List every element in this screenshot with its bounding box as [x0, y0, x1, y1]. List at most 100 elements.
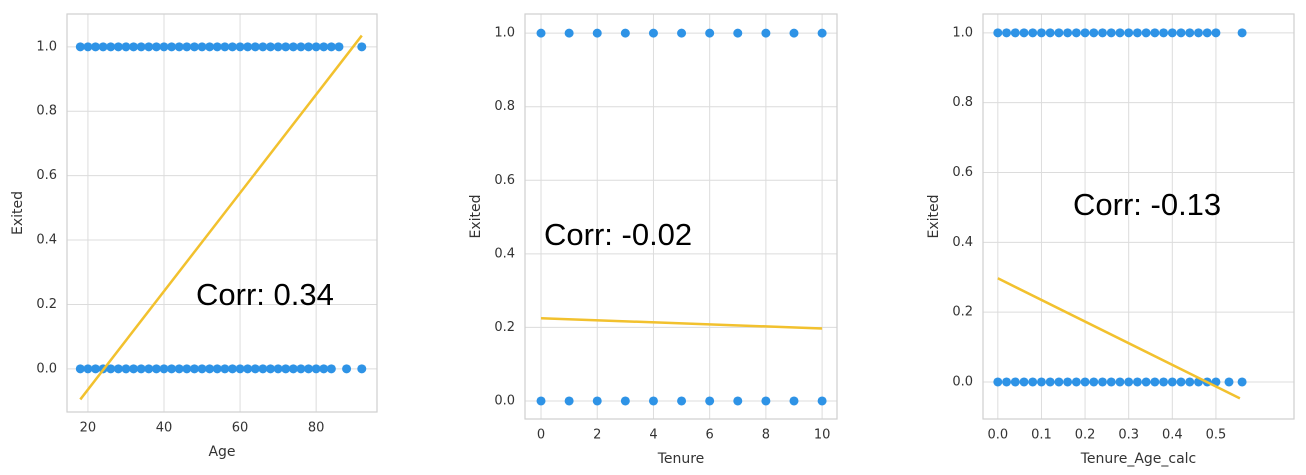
point: [1237, 28, 1247, 38]
point: [281, 42, 291, 52]
point: [1167, 28, 1177, 38]
annotation: Corr: -0.13: [1073, 187, 1221, 222]
point: [1150, 377, 1160, 387]
point: [1185, 28, 1195, 38]
y-tick-label: 0.6: [494, 173, 515, 188]
point: [733, 28, 743, 38]
point: [288, 364, 298, 374]
point: [83, 364, 93, 374]
x-tick-label: 10: [814, 428, 831, 443]
point: [733, 396, 743, 406]
point: [1124, 377, 1134, 387]
point: [258, 364, 268, 374]
point: [1150, 28, 1160, 38]
y-axis-label: Exited: [926, 194, 942, 238]
point: [174, 42, 184, 52]
point: [705, 28, 715, 38]
point: [205, 364, 215, 374]
point: [1224, 377, 1234, 387]
point: [273, 42, 283, 52]
point: [817, 28, 827, 38]
point: [1141, 28, 1151, 38]
point: [1063, 28, 1073, 38]
point: [258, 42, 268, 52]
point: [705, 396, 715, 406]
point: [91, 42, 101, 52]
point: [1159, 28, 1169, 38]
point: [106, 364, 116, 374]
point: [1098, 377, 1108, 387]
point: [129, 42, 139, 52]
point: [281, 364, 291, 374]
x-tick-label: 0.4: [1162, 428, 1183, 443]
point: [1080, 28, 1090, 38]
point: [1063, 377, 1073, 387]
point: [212, 42, 222, 52]
point: [197, 42, 207, 52]
point: [592, 396, 602, 406]
point: [1010, 28, 1020, 38]
point: [1019, 377, 1029, 387]
point: [1071, 28, 1081, 38]
point: [1132, 377, 1142, 387]
x-tick-label: 0.1: [1031, 428, 1052, 443]
point: [1115, 377, 1125, 387]
x-axis-label: Age: [208, 444, 235, 460]
y-tick-label: 0.4: [494, 246, 515, 261]
x-axis-label: Tenure_Age_calc: [1080, 451, 1197, 467]
point: [1028, 377, 1038, 387]
point: [311, 42, 321, 52]
point: [144, 42, 154, 52]
point: [159, 42, 169, 52]
point: [1080, 377, 1090, 387]
point: [243, 364, 253, 374]
y-tick-label: 0.2: [36, 297, 57, 312]
point: [564, 396, 574, 406]
point: [296, 42, 306, 52]
point: [1010, 377, 1020, 387]
plot-frame: [982, 13, 1295, 420]
point: [1132, 28, 1142, 38]
point: [648, 28, 658, 38]
point: [75, 42, 85, 52]
point: [620, 28, 630, 38]
y-tick-label: 0.8: [36, 104, 57, 119]
point: [1002, 28, 1012, 38]
y-tick-label: 1.0: [952, 25, 973, 40]
regression-line: [540, 316, 823, 330]
point: [1089, 377, 1099, 387]
y-tick-label: 1.0: [494, 26, 515, 41]
x-axis-label: Tenure: [657, 451, 705, 467]
point: [250, 364, 260, 374]
point: [536, 28, 546, 38]
point: [1237, 377, 1247, 387]
x-tick-label: 80: [308, 421, 325, 436]
point: [212, 364, 222, 374]
point: [1002, 377, 1012, 387]
point: [620, 396, 630, 406]
point: [83, 42, 93, 52]
x-tick-label: 20: [80, 421, 97, 436]
point: [159, 364, 169, 374]
point: [1211, 28, 1221, 38]
point: [106, 42, 116, 52]
point: [648, 396, 658, 406]
point: [592, 28, 602, 38]
point: [288, 42, 298, 52]
point: [1106, 377, 1116, 387]
point: [1141, 377, 1151, 387]
point: [227, 42, 237, 52]
point: [357, 42, 367, 52]
point: [75, 364, 85, 374]
point: [1167, 377, 1177, 387]
point: [91, 364, 101, 374]
point: [326, 364, 336, 374]
point: [357, 364, 367, 374]
y-axis-label: Exited: [10, 191, 26, 235]
x-tick-label: 2: [593, 428, 601, 443]
point: [174, 364, 184, 374]
x-tick-label: 40: [156, 421, 173, 436]
point: [235, 364, 245, 374]
x-tick-label: 0.2: [1075, 428, 1096, 443]
point: [342, 364, 352, 374]
